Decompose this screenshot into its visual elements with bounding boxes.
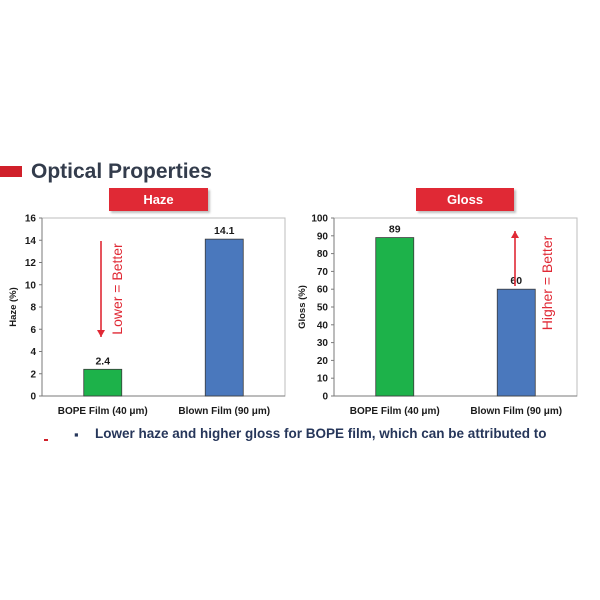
gloss-y-tick-label: 10 bbox=[317, 374, 329, 385]
haze-annotation-text: Lower = Better bbox=[109, 243, 125, 335]
haze-y-tick-label: 4 bbox=[30, 347, 36, 358]
gloss-y-tick-label: 70 bbox=[317, 267, 329, 278]
haze-y-tick-label: 8 bbox=[30, 303, 36, 314]
haze-y-axis-label: Haze (%) bbox=[8, 287, 19, 327]
haze-x-tick-label: BOPE Film (40 μm) bbox=[58, 406, 148, 417]
gloss-x-tick-label: Blown Film (90 μm) bbox=[470, 406, 562, 417]
gloss-y-tick-label: 60 bbox=[317, 285, 329, 296]
haze-y-tick-label: 2 bbox=[30, 369, 36, 380]
haze-y-tick-label: 10 bbox=[25, 280, 37, 291]
gloss-y-tick-label: 30 bbox=[317, 338, 329, 349]
gloss-bar bbox=[375, 237, 415, 397]
haze-annotation-arrowhead bbox=[97, 330, 105, 337]
gloss-y-tick-label: 90 bbox=[317, 231, 329, 242]
haze-y-tick-label: 6 bbox=[30, 325, 36, 336]
gloss-bar-value-label: 60 bbox=[510, 275, 522, 287]
haze-chart-title: Haze bbox=[109, 188, 208, 211]
gloss-y-tick-label: 100 bbox=[311, 214, 328, 225]
haze-y-tick-label: 16 bbox=[25, 214, 37, 225]
gloss-annotation-text: Higher = Better bbox=[539, 235, 555, 330]
haze-bar-value-label: 2.4 bbox=[95, 355, 110, 367]
gloss-annotation-arrowhead bbox=[511, 231, 519, 238]
gloss-y-axis-label: Gloss (%) bbox=[297, 285, 308, 329]
title-accent-bar bbox=[0, 166, 22, 177]
gloss-chart-title: Gloss bbox=[416, 188, 514, 211]
haze-bar-value-label: 14.1 bbox=[214, 225, 235, 237]
gloss-x-tick-label: BOPE Film (40 μm) bbox=[350, 406, 440, 417]
gloss-y-tick-label: 0 bbox=[322, 392, 328, 403]
haze-bar bbox=[204, 238, 244, 397]
gloss-y-tick-label: 40 bbox=[317, 320, 329, 331]
haze-x-tick-label: Blown Film (90 μm) bbox=[178, 406, 270, 417]
haze-y-tick-label: 12 bbox=[25, 258, 37, 269]
gloss-y-tick-label: 80 bbox=[317, 249, 329, 260]
haze-y-tick-label: 14 bbox=[25, 236, 37, 247]
page-title: Optical Properties bbox=[31, 160, 212, 183]
gloss-y-tick-label: 50 bbox=[317, 303, 329, 314]
haze-y-tick-label: 0 bbox=[30, 392, 36, 403]
gloss-y-tick-label: 20 bbox=[317, 356, 329, 367]
gloss-bar bbox=[496, 288, 536, 397]
bullet-icon: ▪ bbox=[74, 427, 79, 442]
haze-bar bbox=[83, 368, 123, 397]
bullet-text: Lower haze and higher gloss for BOPE fil… bbox=[95, 426, 547, 441]
gloss-bar-value-label: 89 bbox=[389, 224, 401, 236]
decorative-red-mark bbox=[44, 439, 48, 441]
